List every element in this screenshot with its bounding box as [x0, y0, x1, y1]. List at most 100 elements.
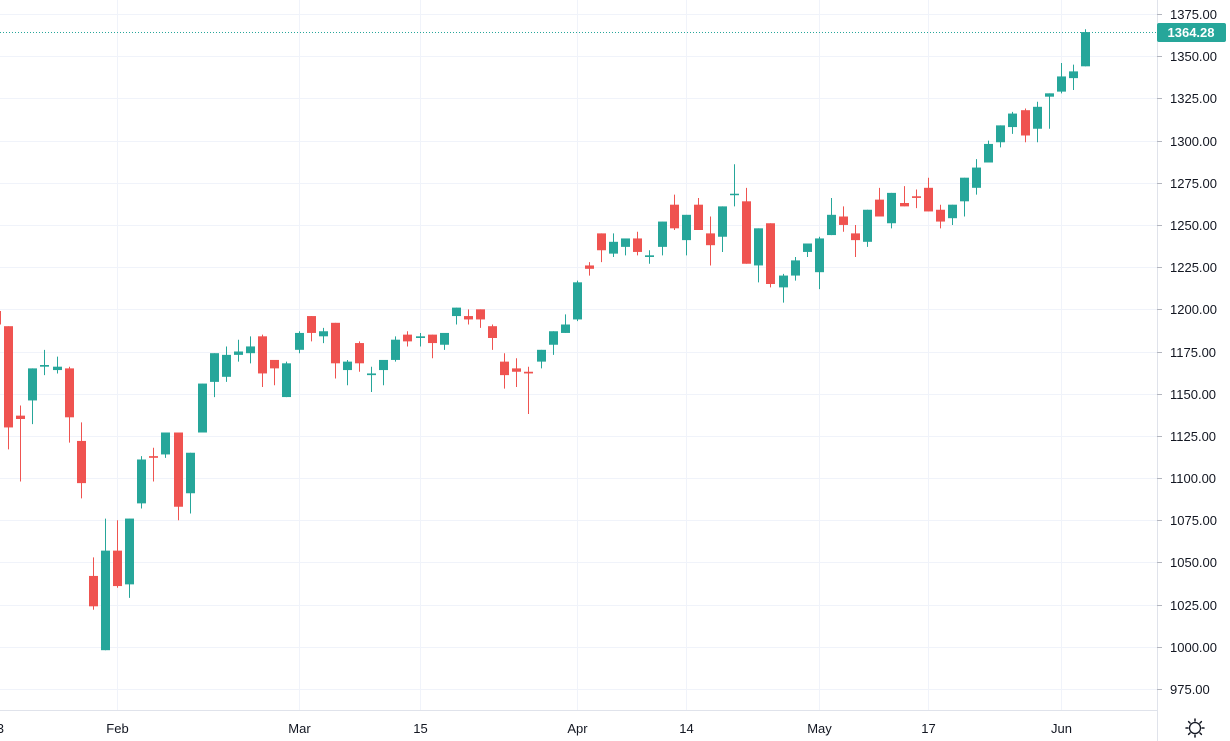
candle-body [779, 275, 788, 288]
candle-up [282, 361, 291, 398]
candle-body [1008, 113, 1017, 128]
candle-down [355, 341, 364, 372]
candle-down [633, 231, 642, 256]
y-tick-label: 1275.00 [1170, 176, 1217, 191]
y-tick-label: 1100.00 [1170, 471, 1216, 486]
candle-body [1033, 106, 1042, 129]
candle-body [367, 373, 376, 376]
candle-down [149, 447, 158, 482]
candle-body [694, 204, 703, 230]
y-tick-label: 1300.00 [1170, 134, 1217, 149]
y-tick-label: 975.00 [1170, 682, 1210, 697]
candle-body [137, 459, 146, 504]
candle-body [512, 368, 521, 372]
candle-up [682, 214, 691, 256]
x-tick-label: May [807, 721, 832, 736]
candle-up [609, 233, 618, 257]
candle-down [77, 422, 86, 499]
candle-body [1069, 71, 1078, 79]
candle-down [258, 334, 267, 387]
candle-body [670, 204, 679, 229]
candle-body [464, 316, 473, 320]
y-tick-label: 1325.00 [1170, 91, 1217, 106]
candle-up [1008, 111, 1017, 134]
candle-down [464, 309, 473, 325]
candle-down [4, 326, 13, 450]
candle-body [549, 331, 558, 345]
candle-up [343, 359, 352, 386]
candle-body [476, 309, 485, 320]
candle-up [367, 366, 376, 392]
candle-body [815, 238, 824, 273]
candle-body [561, 324, 570, 333]
candle-down [766, 223, 775, 288]
candle-up [645, 250, 654, 264]
candle-body [996, 125, 1005, 143]
candle-body [1057, 76, 1066, 92]
candle-down [500, 353, 509, 389]
candle-down [851, 224, 860, 257]
candle-body [984, 143, 993, 163]
candle-down [585, 262, 594, 276]
x-tick-label: 14 [679, 721, 693, 736]
candle-up [416, 332, 425, 347]
candle-body [222, 354, 231, 377]
x-tick-label: 17 [921, 721, 935, 736]
candle-body [174, 432, 183, 507]
candles [0, 29, 1090, 651]
candle-down [597, 233, 606, 263]
candle-up [827, 197, 836, 236]
candle-body [839, 216, 848, 225]
candle-body [718, 206, 727, 237]
candle-down [706, 216, 715, 266]
candle-down [307, 316, 316, 342]
x-tick-label: 3 [0, 721, 4, 736]
candle-body [403, 334, 412, 342]
candle-up [379, 359, 388, 386]
candle-body [246, 346, 255, 354]
candle-body [161, 432, 170, 455]
candle-down [113, 520, 122, 588]
candle-up [1069, 64, 1078, 90]
candle-body [863, 209, 872, 242]
candle-body [936, 209, 945, 222]
candle-body [1021, 110, 1030, 136]
candle-body [803, 243, 812, 252]
y-tick-label: 1075.00 [1170, 513, 1217, 528]
candle-body [379, 359, 388, 371]
candle-up [754, 228, 763, 283]
time-axis[interactable] [0, 710, 1157, 741]
candle-up [40, 349, 49, 376]
candle-body [307, 316, 316, 333]
candle-up [658, 221, 667, 256]
candle-body [621, 238, 630, 247]
candle-body [319, 331, 328, 337]
candle-down [16, 405, 25, 482]
candle-body [730, 193, 739, 196]
candle-down [839, 206, 848, 232]
candle-body [766, 223, 775, 284]
gear-icon[interactable] [1185, 718, 1205, 738]
candle-down [924, 177, 933, 212]
candle-body [125, 518, 134, 585]
candle-body [355, 343, 364, 364]
candle-body [706, 233, 715, 246]
candle-body [440, 332, 449, 345]
y-tick-label: 1150.00 [1170, 387, 1216, 402]
candle-down [900, 186, 909, 207]
candle-up [815, 236, 824, 290]
candle-body [682, 214, 691, 241]
candle-body [972, 167, 981, 188]
candle-body [416, 336, 425, 338]
candle-up [730, 164, 739, 207]
candle-up [984, 140, 993, 163]
candle-down [65, 366, 74, 443]
candle-body [948, 204, 957, 219]
candle-body [65, 368, 74, 418]
candle-body [573, 282, 582, 320]
candle-body [633, 238, 642, 252]
candle-up [1033, 101, 1042, 143]
price-axis[interactable] [1157, 0, 1230, 710]
candle-body [1081, 32, 1090, 67]
